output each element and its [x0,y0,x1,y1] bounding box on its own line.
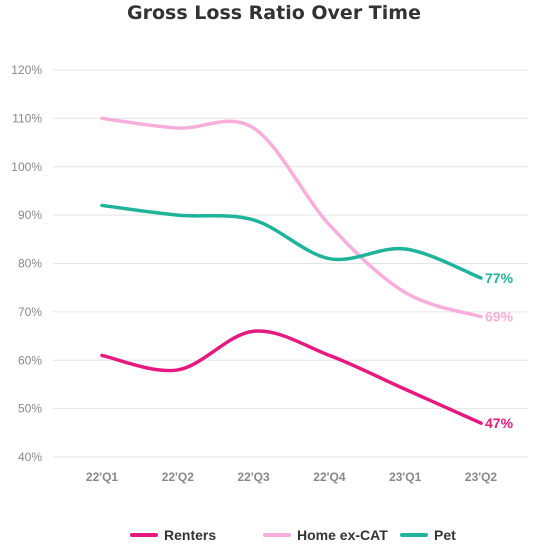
y-axis-ticks: 40% 50% 60% 70% 80% 90% 100% 110% 120% [11,63,42,464]
legend-item-pet: Pet [400,527,456,543]
x-tick-label: 22'Q2 [162,470,195,484]
legend-label: Pet [434,527,456,543]
x-tick-label: 22'Q3 [237,470,270,484]
legend-item-home-ex-cat: Home ex-CAT [263,527,388,543]
y-tick-label: 100% [11,160,42,174]
y-tick-label: 110% [12,111,42,125]
legend-item-renters: Renters [130,527,216,543]
series-line-renters [100,329,483,425]
end-label-renters: 47% [485,415,514,431]
x-axis-ticks: 22'Q1 22'Q2 22'Q3 22'Q4 23'Q1 23'Q2 [86,470,498,484]
series-line-pet [100,203,483,280]
end-labels: 69% 77% 47% [485,270,514,431]
series-lines [100,116,483,425]
y-tick-label: 40% [18,450,42,464]
end-label-pet: 77% [485,270,514,286]
x-tick-label: 22'Q1 [86,470,119,484]
x-tick-label: 22'Q4 [313,470,346,484]
y-tick-label: 80% [18,257,42,271]
legend: Renters Home ex-CAT Pet [130,527,456,543]
x-tick-label: 23'Q1 [389,470,422,484]
y-tick-label: 60% [18,353,42,367]
end-label-home-ex-cat: 69% [485,309,514,325]
legend-label: Renters [164,527,216,543]
y-tick-label: 70% [18,305,42,319]
gridlines [53,69,528,458]
chart-title: Gross Loss Ratio Over Time [127,2,421,24]
y-tick-label: 120% [11,63,42,77]
y-tick-label: 90% [18,208,42,222]
legend-label: Home ex-CAT [297,527,388,543]
x-tick-label: 23'Q2 [465,470,498,484]
y-tick-label: 50% [18,402,42,416]
series-line-home-ex-cat [100,116,483,319]
